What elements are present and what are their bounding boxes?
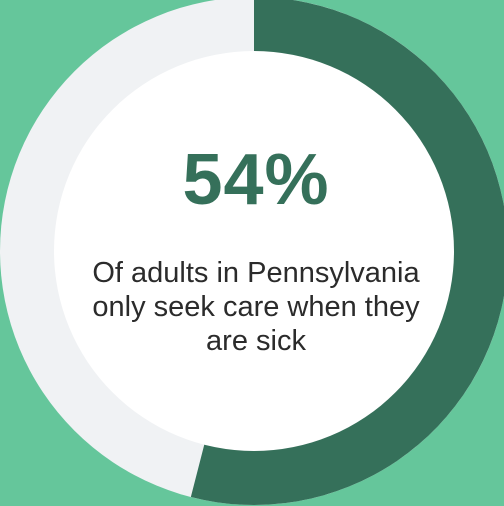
- chart-caption: Of adults in Pennsylvania only seek care…: [92, 257, 420, 357]
- donut-inner-disc: [54, 51, 454, 451]
- percentage-value: 54%: [182, 140, 330, 220]
